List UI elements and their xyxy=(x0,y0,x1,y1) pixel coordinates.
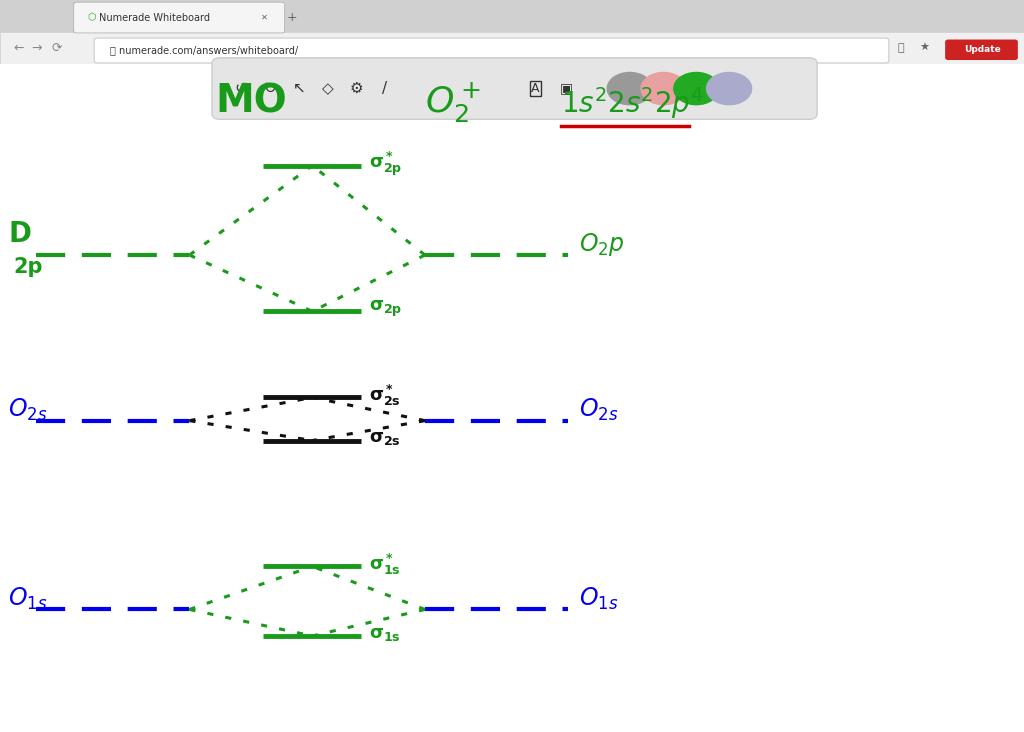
Text: $\mathbf{\sigma_{2p}}$: $\mathbf{\sigma_{2p}}$ xyxy=(369,299,402,319)
Text: ⤒: ⤒ xyxy=(898,43,904,53)
Circle shape xyxy=(641,72,686,105)
Text: $O_{2s}$: $O_{2s}$ xyxy=(8,397,47,423)
Text: ▣: ▣ xyxy=(560,81,572,96)
Text: ★: ★ xyxy=(920,43,930,53)
Text: ↻: ↻ xyxy=(264,81,276,96)
Text: ✕: ✕ xyxy=(261,13,267,22)
Text: $O_2p$: $O_2p$ xyxy=(579,231,625,258)
Text: /: / xyxy=(382,81,388,96)
Text: $1s^22s^22p^4$: $1s^22s^22p^4$ xyxy=(561,85,705,121)
Text: $O_{2s}$: $O_{2s}$ xyxy=(579,397,617,423)
Text: 2p: 2p xyxy=(13,258,43,277)
Text: $\mathbf{\sigma_{2s}^*}$: $\mathbf{\sigma_{2s}^*}$ xyxy=(369,383,400,408)
Text: Update: Update xyxy=(964,45,1000,54)
Text: ←: ← xyxy=(13,42,24,55)
Text: +: + xyxy=(287,11,297,24)
Text: ↺: ↺ xyxy=(234,81,247,96)
Text: MO: MO xyxy=(215,83,287,121)
Text: ◇: ◇ xyxy=(322,81,334,96)
Circle shape xyxy=(674,72,719,105)
FancyBboxPatch shape xyxy=(212,58,817,119)
FancyBboxPatch shape xyxy=(945,40,1018,60)
Bar xyxy=(0,0,1024,32)
FancyBboxPatch shape xyxy=(74,2,285,33)
Text: $\mathbf{\sigma_{1s}^*}$: $\mathbf{\sigma_{1s}^*}$ xyxy=(369,552,400,577)
Text: ↖: ↖ xyxy=(293,81,305,96)
Text: ⬡: ⬡ xyxy=(87,12,95,23)
Text: $\mathbf{\sigma_{2s}}$: $\mathbf{\sigma_{2s}}$ xyxy=(369,430,400,447)
Text: $O_2^+$: $O_2^+$ xyxy=(425,81,481,125)
Text: $\mathbf{\sigma_{1s}}$: $\mathbf{\sigma_{1s}}$ xyxy=(369,624,400,643)
Text: ⟳: ⟳ xyxy=(51,42,61,55)
Circle shape xyxy=(607,72,652,105)
Text: $\mathbf{\sigma_{2p}^*}$: $\mathbf{\sigma_{2p}^*}$ xyxy=(369,149,402,178)
Text: A: A xyxy=(531,82,540,95)
Text: D: D xyxy=(8,220,31,248)
Text: 🔒 numerade.com/answers/whiteboard/: 🔒 numerade.com/answers/whiteboard/ xyxy=(110,45,298,56)
Bar xyxy=(0,32,1024,64)
Text: →: → xyxy=(32,42,42,55)
Text: ⚙: ⚙ xyxy=(349,81,364,96)
Text: $O_{1s}$: $O_{1s}$ xyxy=(8,586,47,612)
FancyBboxPatch shape xyxy=(94,38,889,63)
Text: Numerade Whiteboard: Numerade Whiteboard xyxy=(99,12,210,23)
Circle shape xyxy=(707,72,752,105)
Text: $O_{1s}$: $O_{1s}$ xyxy=(579,586,617,612)
